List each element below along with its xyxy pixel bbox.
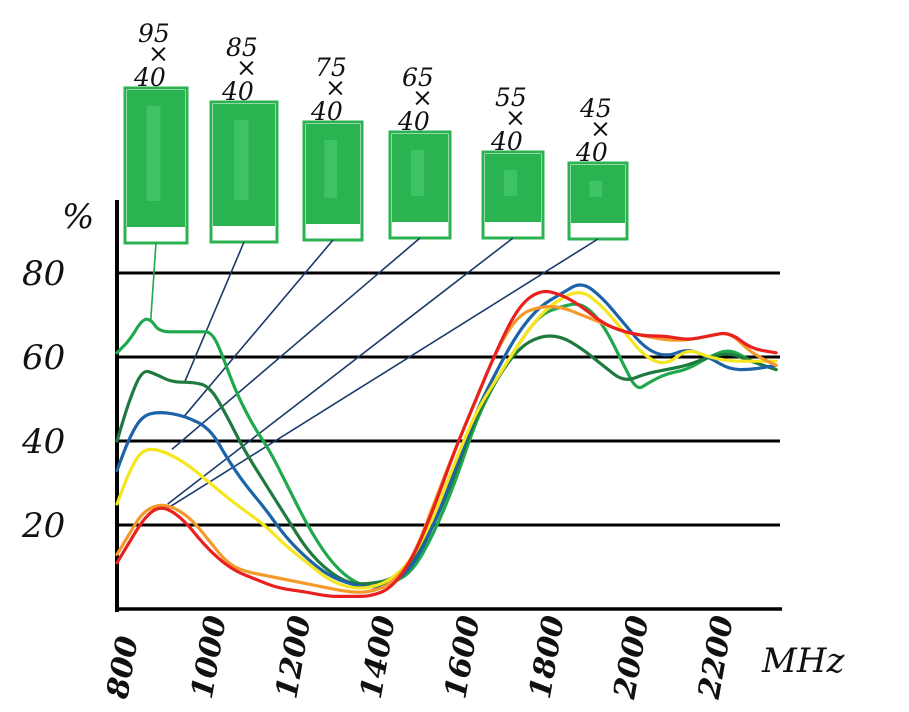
y-axis-label: % (62, 197, 94, 237)
antenna-height: 40 (310, 97, 343, 126)
series-line-undefined4 (115, 305, 778, 594)
antenna-times: × (148, 39, 169, 68)
x-axis-label: MHz (761, 641, 845, 681)
x-tick-label: 1400 (354, 613, 403, 701)
antenna-highlight (589, 181, 603, 197)
antenna-times: × (590, 114, 611, 143)
antenna-height: 40 (133, 63, 166, 92)
antenna-panel-45x40: 45×40 (567, 94, 629, 241)
antenna-width: 65 (402, 63, 434, 92)
x-tick-label: 1800 (523, 613, 572, 701)
pointer-line (183, 241, 245, 383)
series-line-undefined3 (115, 291, 778, 590)
antenna-width: 85 (226, 33, 258, 62)
y-tick-label: 80 (22, 254, 65, 294)
pointer-line (150, 242, 157, 320)
x-tick-label: 1600 (438, 613, 487, 701)
y-tick-label: 40 (21, 422, 65, 462)
antenna-width: 45 (579, 94, 612, 123)
antenna-highlight (324, 140, 338, 198)
y-tick-label: 20 (21, 506, 65, 546)
series-line-undefined0 (115, 302, 778, 589)
antenna-height: 40 (575, 138, 608, 167)
antenna-panel-55x40: 55×40 (481, 83, 545, 240)
antenna-height: 40 (221, 77, 254, 106)
antenna-height: 40 (490, 127, 523, 156)
antenna-times: × (412, 83, 433, 112)
antenna-panel-95x40: 95×40 (123, 19, 189, 245)
pointer-line (171, 237, 421, 451)
antenna-panel-75x40: 75×40 (302, 53, 364, 242)
antenna-width: 75 (315, 53, 347, 82)
grid-lines (117, 271, 780, 527)
antenna-panel-65x40: 65×40 (388, 63, 452, 240)
series-line-undefined1 (115, 334, 778, 586)
series-lines (115, 283, 778, 599)
pointer-line (167, 238, 599, 509)
x-tick-label: 1000 (185, 613, 234, 701)
antenna-panel-85x40: 85×40 (209, 33, 279, 244)
antenna-times: × (325, 73, 346, 102)
antenna-times: × (236, 53, 257, 82)
antenna-highlight (146, 106, 161, 201)
series-line-undefined5 (115, 289, 778, 599)
antenna-highlight (234, 120, 249, 200)
axes (115, 200, 782, 612)
x-tick-labels: 800 1000 1200 1400 1600 1800 2000 2200 (100, 613, 741, 702)
series-line-undefined2 (115, 283, 778, 589)
antenna-width: 55 (495, 83, 527, 112)
x-tick-label: 1200 (269, 613, 318, 701)
y-tick-labels: 80 60 40 20 (21, 254, 65, 546)
antenna-width: 95 (138, 19, 170, 48)
pointer-lines (150, 237, 599, 509)
x-tick-label: 2200 (692, 613, 741, 702)
antenna-highlight (411, 150, 425, 196)
pointer-line (167, 237, 514, 505)
y-tick-label: 60 (22, 338, 65, 378)
x-tick-label: 2000 (607, 613, 656, 702)
antenna-times: × (505, 103, 526, 132)
pointer-line (183, 239, 334, 417)
antenna-highlight (504, 170, 518, 196)
x-tick-label: 800 (100, 634, 146, 703)
antenna-height: 40 (397, 107, 430, 136)
